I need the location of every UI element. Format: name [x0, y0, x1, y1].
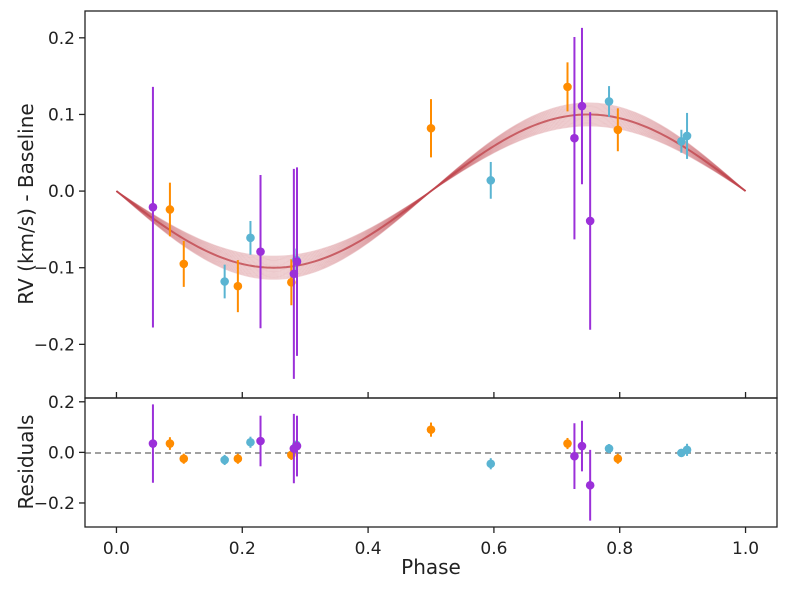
purple-point-0	[148, 439, 158, 448]
rv-data-points	[148, 27, 692, 379]
residuals-y-ticks: 0.2 0.0 −0.2	[34, 393, 85, 514]
residuals-y-tick-label-2: −0.2	[34, 494, 75, 514]
rv-panel: −0.2 −0.1 0.0 0.1 0.2 RV (km/s) - Baseline	[14, 10, 778, 399]
rv-x-ticks	[115, 392, 747, 398]
purple-point-4	[570, 133, 579, 143]
blue-point-1	[246, 437, 255, 447]
orange-point-5	[563, 82, 572, 92]
orange-point-0	[165, 205, 175, 214]
orange-point-6	[613, 454, 623, 464]
model-median-curve	[115, 113, 747, 269]
purple-point-6	[585, 480, 595, 490]
blue-point-0	[220, 277, 229, 286]
x-tick-label-5: 1.0	[732, 539, 759, 559]
purple-point-5	[577, 101, 587, 111]
rv-y-tick-label-1: −0.1	[34, 259, 75, 279]
blue-point-4	[604, 97, 614, 106]
x-tick-label-3: 0.6	[480, 539, 507, 559]
residuals-y-tick-label-0: 0.2	[48, 393, 75, 413]
orange-point-5	[563, 439, 572, 448]
orange-point-2	[233, 454, 243, 464]
purple-point-6	[585, 216, 595, 226]
orange-point-2	[233, 281, 243, 291]
orange-point-1	[179, 454, 189, 464]
rv-y-tick-label-3: 0.1	[48, 105, 75, 125]
blue-point-3	[486, 176, 496, 185]
orange-point-6	[613, 125, 623, 135]
purple-point-3	[292, 441, 302, 451]
purple-point-1	[256, 247, 265, 256]
model-curves	[115, 102, 747, 280]
x-tick-label-4: 0.8	[606, 539, 633, 559]
blue-point-3	[486, 459, 496, 469]
rv-y-ticks: −0.2 −0.1 0.0 0.1 0.2	[34, 29, 85, 355]
purple-point-4	[570, 451, 579, 461]
purple-point-3	[292, 257, 302, 266]
residual-data-points	[148, 404, 692, 521]
residuals-y-axis-title: Residuals	[14, 415, 38, 510]
blue-point-4	[604, 444, 614, 453]
blue-point-6	[682, 131, 692, 141]
residuals-x-ticks: 0.0 0.2 0.4 0.6 0.8 1.0	[103, 527, 759, 559]
rv-y-tick-label-2: 0.0	[48, 182, 75, 202]
blue-point-1	[246, 233, 255, 243]
orange-point-1	[179, 259, 189, 269]
rv-y-tick-label-0: −0.2	[34, 335, 75, 355]
residuals-y-tick-label-1: 0.0	[48, 443, 75, 463]
blue-point-0	[220, 455, 229, 465]
blue-point-5	[677, 136, 686, 146]
residuals-panel-frame	[84, 397, 778, 528]
orange-point-4	[426, 425, 436, 434]
residuals-panel: 0.0 0.2 0.4 0.6 0.8 1.0 0.20.0−0.2 Residuals …	[14, 393, 778, 579]
purple-point-5	[577, 441, 587, 451]
orange-point-4	[426, 123, 436, 133]
orange-point-0	[165, 439, 175, 448]
rv-y-tick-label-4: 0.2	[48, 29, 75, 49]
blue-point-6	[682, 445, 692, 455]
purple-point-0	[148, 202, 158, 212]
x-tick-label-1: 0.2	[229, 539, 256, 559]
x-axis-title: Phase	[401, 555, 461, 579]
purple-point-1	[256, 436, 265, 446]
x-tick-label-2: 0.4	[355, 539, 382, 559]
x-tick-label-0: 0.0	[103, 539, 130, 559]
rv-y-axis-title: RV (km/s) - Baseline	[14, 103, 38, 304]
